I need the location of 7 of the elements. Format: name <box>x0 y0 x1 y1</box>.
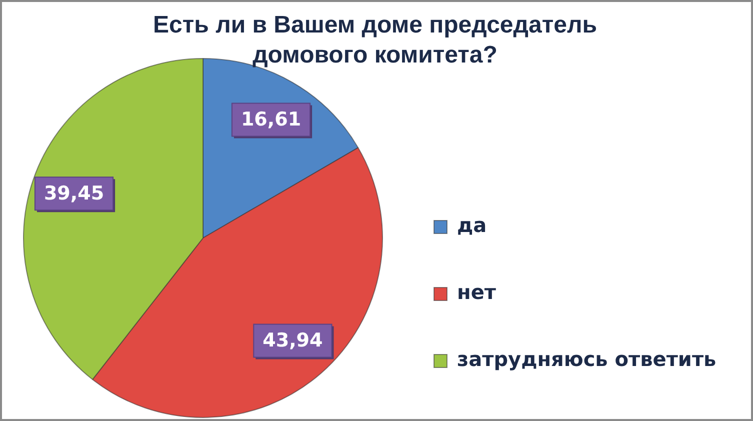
legend-label: нет <box>457 280 496 304</box>
legend-label: затрудняюсь ответить <box>457 347 716 372</box>
data-label: 16,61 <box>240 108 302 131</box>
data-label: 43,94 <box>262 330 323 352</box>
data-label: 39,45 <box>44 182 104 205</box>
chart-title: Есть ли в Вашем доме председатель домового комитета? <box>153 12 597 69</box>
legend-label: да <box>457 213 487 238</box>
